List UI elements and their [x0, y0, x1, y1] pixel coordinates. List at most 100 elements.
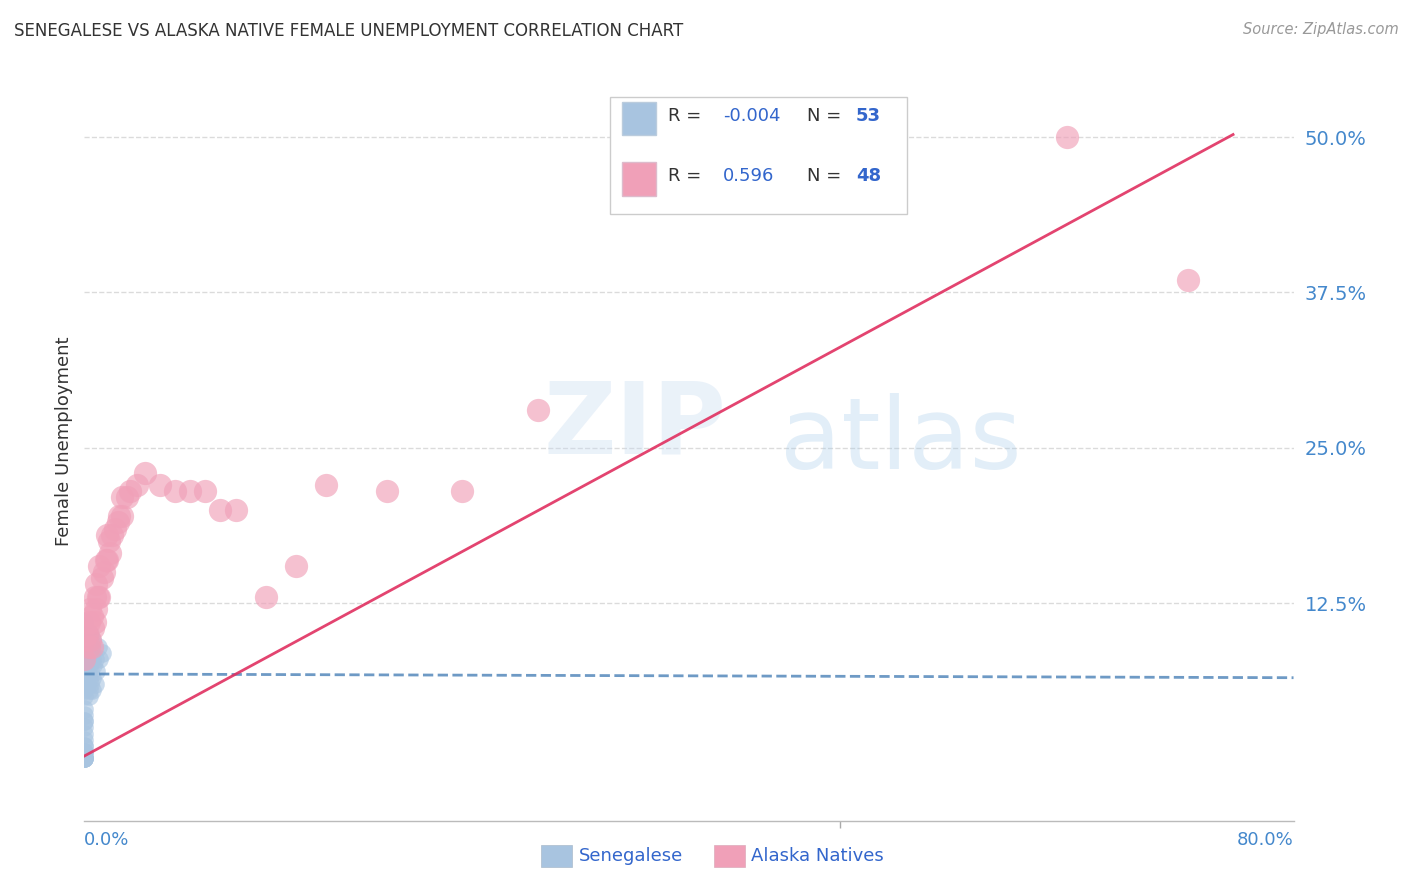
Point: [89, 558, 111, 573]
Text: -0.004: -0.004: [723, 106, 780, 125]
Point: [254, 590, 277, 604]
Point: [84, 590, 107, 604]
Point: [80, 633, 103, 648]
Point: [73, 739, 96, 753]
Point: [73, 726, 96, 740]
Point: [118, 484, 141, 499]
Point: [87, 640, 110, 654]
Point: [527, 403, 550, 417]
Point: [73, 751, 96, 765]
Point: [73, 751, 96, 765]
Point: [79, 665, 101, 679]
Text: Alaska Natives: Alaska Natives: [751, 847, 883, 865]
Point: [86, 577, 108, 591]
Point: [149, 478, 172, 492]
Point: [77, 658, 100, 673]
Point: [73, 652, 96, 666]
Text: N =: N =: [807, 167, 848, 186]
Point: [76, 627, 98, 641]
Point: [73, 751, 96, 765]
Point: [73, 745, 96, 759]
Text: ZIP: ZIP: [544, 378, 727, 475]
Text: SENEGALESE VS ALASKA NATIVE FEMALE UNEMPLOYMENT CORRELATION CHART: SENEGALESE VS ALASKA NATIVE FEMALE UNEMP…: [14, 22, 683, 40]
Point: [73, 702, 96, 716]
Point: [79, 652, 101, 666]
Point: [73, 665, 96, 679]
Point: [111, 491, 134, 505]
Point: [86, 665, 108, 679]
Point: [93, 565, 115, 579]
Point: [79, 640, 101, 654]
Point: [80, 652, 103, 666]
Point: [73, 714, 96, 729]
Point: [84, 652, 107, 666]
Point: [73, 751, 96, 765]
Text: 48: 48: [856, 167, 882, 186]
Point: [73, 708, 96, 723]
Point: [80, 683, 103, 698]
Text: Source: ZipAtlas.com: Source: ZipAtlas.com: [1243, 22, 1399, 37]
Point: [87, 590, 110, 604]
Point: [96, 528, 118, 542]
Point: [73, 745, 96, 759]
Point: [82, 658, 104, 673]
Point: [285, 558, 308, 573]
Point: [73, 714, 96, 729]
Point: [77, 690, 100, 704]
Point: [73, 751, 96, 765]
Point: [73, 751, 96, 765]
Point: [79, 677, 101, 691]
Point: [89, 590, 111, 604]
Text: R =: R =: [668, 106, 707, 125]
Point: [108, 509, 131, 524]
Y-axis label: Female Unemployment: Female Unemployment: [55, 337, 73, 546]
Text: atlas: atlas: [780, 393, 1021, 490]
FancyBboxPatch shape: [610, 96, 907, 214]
Point: [134, 466, 156, 480]
Point: [73, 646, 96, 660]
Point: [77, 615, 100, 629]
Point: [98, 546, 121, 560]
Point: [73, 683, 96, 698]
Point: [104, 522, 127, 536]
Point: [80, 640, 103, 654]
Point: [1056, 130, 1078, 145]
Point: [451, 484, 474, 499]
Point: [73, 627, 96, 641]
Point: [73, 677, 96, 691]
Point: [79, 602, 101, 616]
Point: [73, 745, 96, 759]
Point: [375, 484, 398, 499]
Point: [76, 665, 98, 679]
Point: [86, 602, 108, 616]
Text: 0.596: 0.596: [723, 167, 775, 186]
Point: [100, 528, 122, 542]
Point: [91, 571, 114, 585]
Point: [82, 621, 104, 635]
Point: [91, 646, 114, 660]
FancyBboxPatch shape: [623, 162, 657, 196]
Point: [94, 552, 117, 566]
Point: [84, 615, 107, 629]
Point: [107, 516, 129, 530]
Point: [225, 503, 247, 517]
Point: [97, 533, 120, 548]
Point: [77, 683, 100, 698]
Text: Senegalese: Senegalese: [579, 847, 683, 865]
Point: [73, 658, 96, 673]
Point: [1177, 273, 1199, 287]
Point: [165, 484, 187, 499]
Point: [194, 484, 217, 499]
Point: [84, 677, 107, 691]
Point: [73, 640, 96, 654]
Text: R =: R =: [668, 167, 713, 186]
Text: 0.0%: 0.0%: [84, 830, 129, 848]
Point: [73, 671, 96, 685]
Point: [315, 478, 337, 492]
Point: [73, 720, 96, 734]
Point: [80, 671, 103, 685]
Point: [79, 633, 101, 648]
Point: [79, 627, 101, 641]
Text: N =: N =: [807, 106, 848, 125]
Point: [77, 671, 100, 685]
